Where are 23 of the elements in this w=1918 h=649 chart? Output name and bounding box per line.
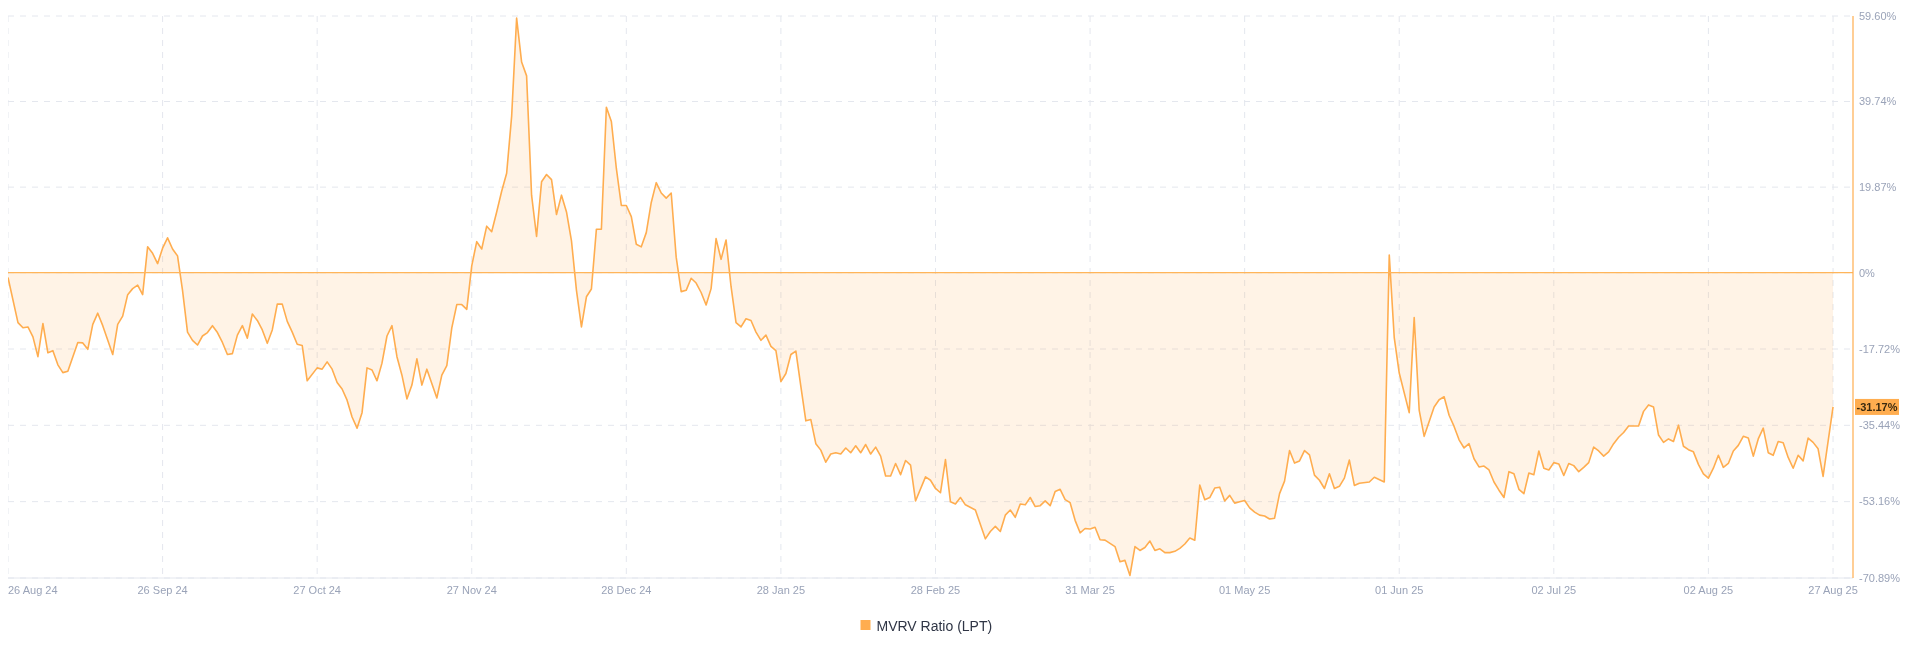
- annotation: -31.17%: [1856, 400, 1898, 413]
- y-tick-label: 39.74%: [1859, 95, 1897, 108]
- y-tick-label: 0%: [1859, 266, 1876, 279]
- x-tick-label: 01 May 25: [1218, 584, 1271, 596]
- y-tick-label: -53.16%: [1859, 495, 1901, 508]
- x-tick-label: 02 Jul 25: [1531, 584, 1577, 596]
- x-tick-label: 28 Dec 24: [601, 584, 652, 596]
- y-tick-label: -17.72%: [1859, 342, 1901, 355]
- x-tick-label: 28 Feb 25: [910, 584, 961, 596]
- y-tick-label: -35.44%: [1859, 419, 1901, 432]
- x-tick-label: 01 Jun 25: [1375, 584, 1424, 596]
- legend-label: MVRV Ratio (LPT): [876, 617, 993, 634]
- y-tick-label: 59.60%: [1859, 9, 1897, 22]
- y-tick-label: 19.87%: [1859, 180, 1897, 193]
- x-tick-label: 27 Oct 24: [293, 584, 342, 596]
- x-tick-label: 02 Aug 25: [1683, 584, 1734, 596]
- x-tick-label: 26 Sep 24: [137, 584, 188, 596]
- x-tick-label: 31 Mar 25: [1065, 584, 1115, 596]
- x-tick-label: 27 Aug 25: [1808, 584, 1858, 596]
- x-tick-label: 26 Aug 24: [8, 584, 58, 596]
- x-tick-label: 27 Nov 24: [446, 584, 497, 596]
- y-tick-label: -70.89%: [1859, 571, 1901, 584]
- x-tick-label: 28 Jan 25: [756, 584, 806, 596]
